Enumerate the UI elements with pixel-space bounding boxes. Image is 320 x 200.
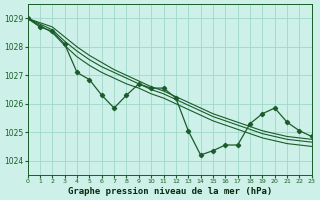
X-axis label: Graphe pression niveau de la mer (hPa): Graphe pression niveau de la mer (hPa) <box>68 187 272 196</box>
